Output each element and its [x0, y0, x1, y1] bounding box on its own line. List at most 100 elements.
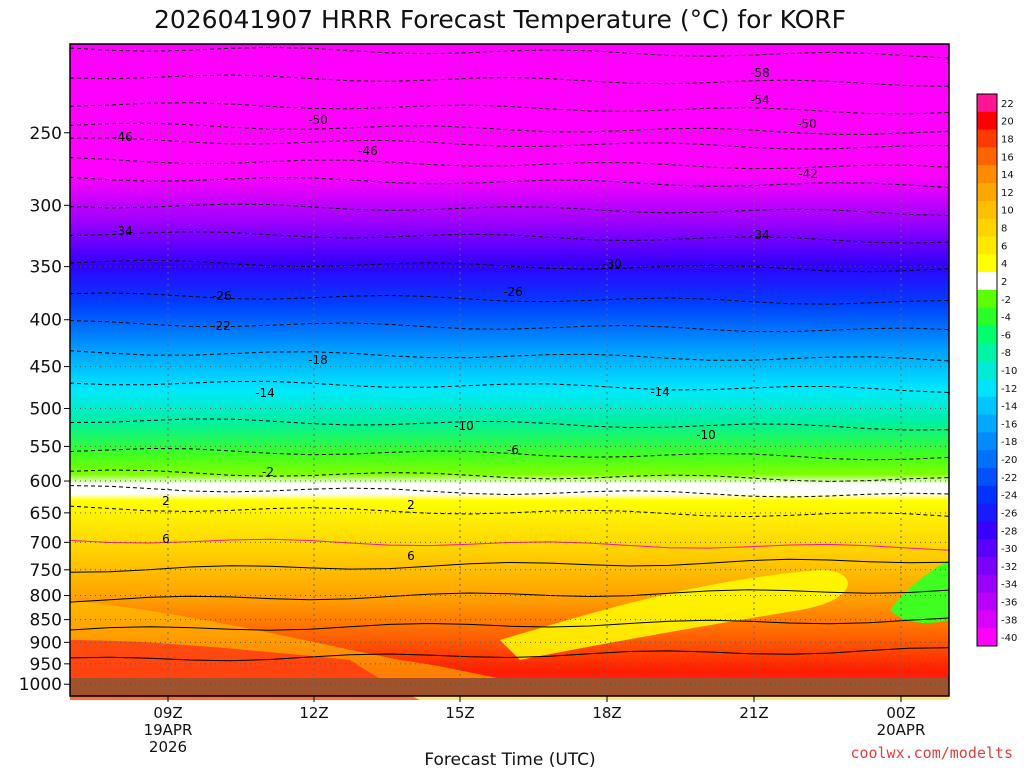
y-tick-label: 800 [30, 586, 62, 606]
yellow-pocket [500, 570, 848, 660]
colorbar-label: -30 [1001, 544, 1017, 555]
isotherm [69, 647, 950, 662]
y-tick-label: 450 [30, 358, 62, 378]
colorbar-label: 18 [1001, 135, 1014, 146]
colorbar-swatch [977, 325, 997, 344]
colorbar-label: -16 [1001, 419, 1017, 430]
ground-strip [70, 678, 949, 696]
contour-label: -26 [212, 289, 232, 303]
y-axis: 2503003504004505005506006507007508008509… [19, 124, 70, 695]
x-axis-label: Forecast Time (UTC) [424, 750, 595, 768]
chart-title: 2026041907 HRRR Forecast Temperature (°C… [154, 5, 846, 34]
y-tick-label: 700 [30, 533, 62, 553]
colorbar-label: -32 [1001, 562, 1017, 573]
contour-label: -18 [308, 353, 328, 367]
contour-label: -46 [358, 144, 378, 158]
colorbar-swatch [977, 111, 997, 131]
isotherm-lines [69, 46, 950, 662]
colorbar-swatch [977, 147, 997, 166]
colorbar-swatch [977, 343, 997, 362]
contour-labels: -58-54-50 -50-46-46-42-34 -34-30-26 -26-22-… [113, 66, 818, 563]
colorbar-swatch [977, 467, 997, 487]
colorbar-label: 20 [1001, 117, 1014, 128]
isotherm [69, 558, 950, 573]
colorbar-label: -4 [1001, 313, 1011, 324]
x-tick-label: 2026 [149, 738, 187, 756]
isotherm [69, 538, 950, 551]
colorbar-frame [976, 93, 998, 647]
contour-label: -42 [798, 167, 818, 181]
colorbar-label: 2 [1001, 277, 1007, 288]
colorbar-swatch [977, 129, 997, 148]
colorbar-label: -22 [1001, 473, 1017, 484]
colorbar-label: -36 [1001, 597, 1017, 608]
colorbar-swatch [977, 378, 997, 398]
colorbar-label: -24 [1001, 491, 1017, 502]
colorbar-swatch [977, 432, 997, 451]
contour-label: -2 [262, 465, 274, 479]
colorbar-swatch [977, 450, 997, 469]
y-tick-label: 350 [30, 258, 62, 278]
y-tick-label: 600 [30, 472, 62, 492]
colorbar-label: -20 [1001, 455, 1017, 466]
x-tick-label: 09Z [153, 704, 182, 722]
x-tick-label: 20APR [877, 721, 926, 739]
colorbar-swatch [977, 592, 997, 611]
colorbar-label: -26 [1001, 508, 1017, 519]
contour-label: -10 [454, 419, 474, 433]
x-tick-label: 19APR [144, 721, 193, 739]
contour-label: -46 [113, 130, 133, 144]
colorbar-label: -10 [1001, 366, 1017, 377]
colorbar-swatch [977, 165, 997, 184]
colorbar-swatch [977, 361, 997, 380]
y-tick-label: 750 [30, 561, 62, 581]
colorbar-swatch [977, 539, 997, 558]
x-tick-label: 21Z [739, 704, 768, 722]
grid-lines [70, 44, 949, 696]
colorbar-swatch [977, 628, 997, 647]
y-tick-label: 850 [30, 611, 62, 631]
colorbar-swatch [977, 289, 997, 309]
colorbar-label: 8 [1001, 224, 1007, 235]
contour-label: -34 [750, 228, 770, 242]
y-tick-label: 550 [30, 437, 62, 457]
isotherm [69, 617, 950, 631]
colorbar-swatch [977, 503, 997, 522]
colorbar-swatch [977, 218, 997, 237]
y-tick-label: 250 [30, 124, 62, 144]
contour-label: -22 [211, 319, 231, 333]
contour-label: -50 [308, 113, 328, 127]
x-tick-label: 00Z [886, 704, 915, 722]
y-tick-label: 1000 [19, 675, 62, 695]
plot-frame [69, 43, 950, 697]
colorbar-label: -18 [1001, 437, 1017, 448]
colorbar-label: -14 [1001, 402, 1017, 413]
contour-label: -54 [750, 93, 770, 107]
contour-label: -58 [750, 66, 770, 80]
colorbar-swatch [977, 236, 997, 255]
contour-label: -50 [797, 117, 817, 131]
y-tick-label: 400 [30, 311, 62, 331]
colorbar-swatch [977, 574, 997, 594]
colorbar-label: 22 [1001, 99, 1014, 110]
colorbar-swatch [977, 556, 997, 576]
colorbar-swatch [977, 307, 997, 326]
colorbar-label: -34 [1001, 580, 1017, 591]
contour-label: 6 [162, 532, 170, 546]
contour-label: -30 [602, 257, 622, 271]
colorbar-label: 16 [1001, 152, 1014, 163]
contour-label: 2 [407, 498, 415, 512]
x-tick-label: 12Z [299, 704, 328, 722]
contour-label: -14 [255, 386, 275, 400]
colorbar-swatch [977, 183, 997, 202]
colorbar-label: -12 [1001, 384, 1017, 395]
contour-label: -34 [113, 224, 133, 238]
colorbar-label: 10 [1001, 206, 1014, 217]
x-tick-label: 15Z [445, 704, 474, 722]
colorbar-swatch [977, 610, 997, 629]
colorbar-label: 4 [1001, 259, 1007, 270]
credit-text: coolwx.com/modelts [850, 744, 1013, 762]
colorbar-swatch [977, 521, 997, 540]
